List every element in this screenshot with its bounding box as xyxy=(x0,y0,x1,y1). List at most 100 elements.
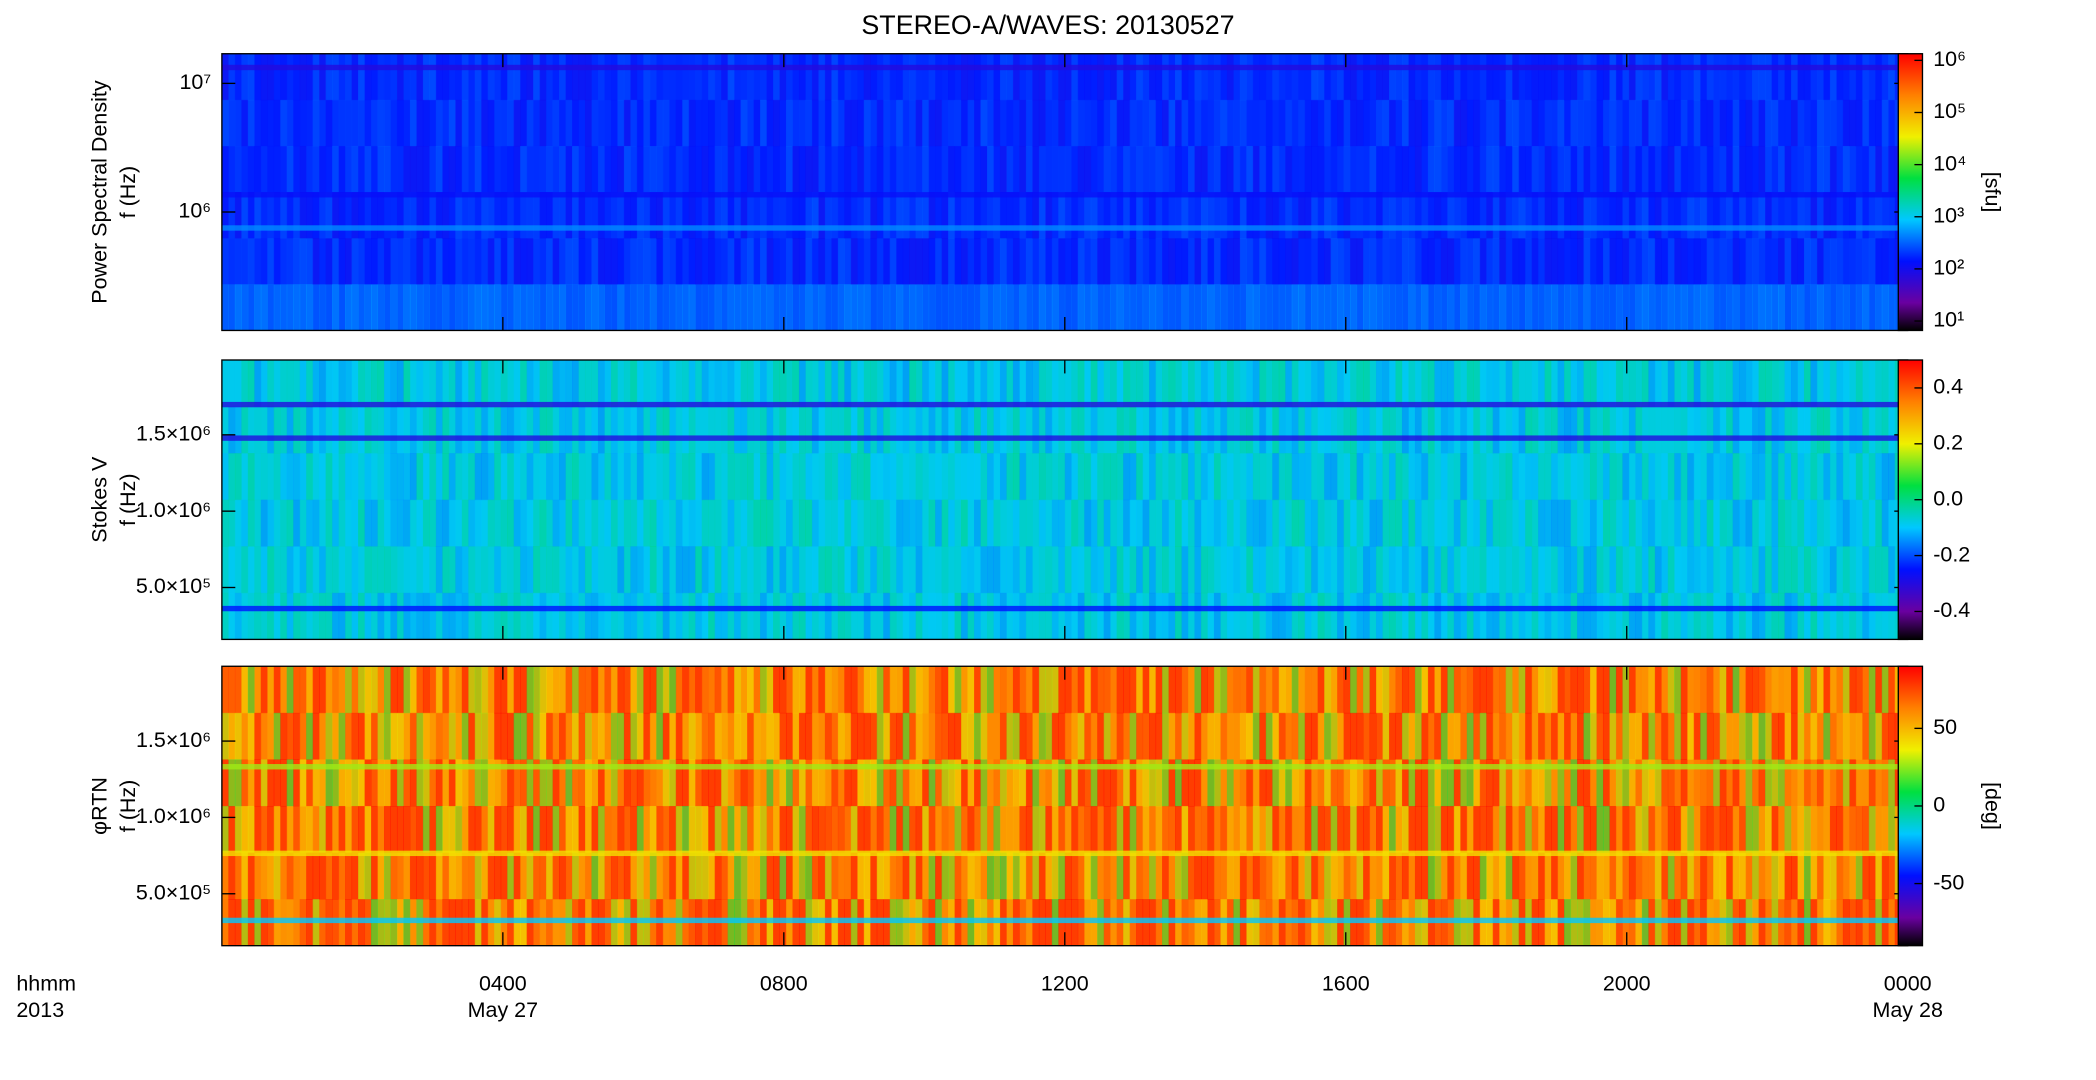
spectrogram-texture xyxy=(351,145,359,193)
spectrogram-texture xyxy=(539,666,547,714)
spectrogram-texture xyxy=(584,759,593,807)
spectrogram-texture xyxy=(636,712,644,760)
spectrogram-texture xyxy=(980,666,988,714)
spectrogram-texture xyxy=(1538,99,1546,147)
spectrogram-texture xyxy=(312,712,320,760)
spectrogram-texture xyxy=(1388,360,1397,408)
spectrogram-texture xyxy=(1408,712,1416,760)
spectrogram-texture xyxy=(273,592,281,640)
spectrogram-texture xyxy=(1006,759,1014,807)
spectrogram-texture xyxy=(714,759,722,807)
spectrogram-texture xyxy=(623,453,631,501)
spectrogram-texture xyxy=(1097,192,1105,239)
spectrogram-texture xyxy=(941,453,949,501)
spectrogram-texture xyxy=(1006,852,1014,900)
spectrogram-texture xyxy=(1512,406,1520,454)
spectrogram-texture xyxy=(572,592,580,640)
spectrogram-texture xyxy=(883,592,891,640)
spectrogram-texture xyxy=(260,53,268,101)
spectrogram-texture xyxy=(896,284,904,331)
spectrogram-texture xyxy=(1641,499,1649,547)
spectrogram-texture xyxy=(701,666,709,714)
spectrogram-texture xyxy=(1888,145,1896,193)
spectrogram-texture xyxy=(636,360,644,408)
spectrogram-texture xyxy=(792,852,800,900)
spectrogram-texture xyxy=(1252,499,1260,547)
spectrogram-texture xyxy=(1836,99,1844,147)
spectrogram-texture xyxy=(1635,53,1643,101)
spectrogram-texture xyxy=(1129,805,1137,854)
spectrogram-texture xyxy=(935,145,943,193)
spectrogram-texture xyxy=(630,666,638,714)
spectrogram-texture xyxy=(1330,546,1338,594)
spectrogram-texture xyxy=(928,805,936,854)
spectrogram-texture xyxy=(1803,145,1811,193)
spectrogram-texture xyxy=(422,666,430,714)
spectrogram-texture xyxy=(1324,360,1332,408)
spectrogram-texture xyxy=(293,145,301,193)
spectrogram-texture xyxy=(1155,238,1163,285)
spectrogram-texture xyxy=(1032,805,1040,854)
spectrogram-texture xyxy=(1492,852,1500,900)
spectrogram-texture xyxy=(1602,453,1610,501)
spectrogram-texture xyxy=(345,192,353,239)
spectrogram-texture xyxy=(1162,99,1170,147)
spectrogram-texture xyxy=(1842,546,1850,594)
spectrogram-texture xyxy=(863,852,871,900)
spectrogram-texture xyxy=(1687,360,1695,408)
spectrogram-texture xyxy=(487,53,495,101)
chart-title: STEREO-A/WAVES: 20130527 xyxy=(861,10,1234,40)
spectrogram-texture xyxy=(520,192,528,239)
spectrogram-texture xyxy=(1641,53,1649,101)
spectrogram-texture xyxy=(1868,145,1876,193)
spectrogram-texture xyxy=(1823,238,1831,285)
spectrogram-texture xyxy=(461,805,469,854)
spectrogram-texture xyxy=(1019,284,1027,331)
spectrogram-texture xyxy=(824,666,832,714)
spectrogram-texture xyxy=(1544,99,1552,147)
spectrogram-texture xyxy=(688,666,696,714)
spectrogram-texture xyxy=(1790,499,1799,547)
spectrogram-texture xyxy=(371,546,379,594)
colorbar-tick-label: 0.0 xyxy=(1933,486,1963,510)
spectrogram-texture xyxy=(1667,805,1675,854)
spectrogram-texture xyxy=(1123,99,1131,147)
spectrogram-texture xyxy=(1363,360,1371,408)
spectrogram-texture xyxy=(734,712,742,760)
spectrogram-texture xyxy=(1194,360,1202,408)
spectrogram-texture xyxy=(824,145,832,193)
spectrogram-texture xyxy=(1064,192,1072,239)
spectrogram-texture xyxy=(688,406,696,454)
spectrogram-texture xyxy=(1700,499,1708,547)
spectrogram-texture xyxy=(1693,360,1701,408)
spectrogram-texture xyxy=(993,712,1001,760)
spectrogram-texture xyxy=(1064,360,1072,408)
spectrogram-texture xyxy=(1285,145,1293,193)
spectrogram-texture xyxy=(1803,99,1811,147)
spectrogram-texture xyxy=(1687,499,1695,547)
spectrogram-texture xyxy=(1855,805,1863,854)
spectrogram-texture xyxy=(798,499,806,547)
spectrogram-texture xyxy=(1836,192,1844,239)
spectrogram-texture xyxy=(1311,805,1319,854)
spectrogram-texture xyxy=(1687,238,1695,285)
spectrogram-texture xyxy=(1395,759,1403,807)
spectrogram-texture xyxy=(1376,238,1384,285)
spectrogram-texture xyxy=(1226,499,1234,547)
spectrogram-texture xyxy=(390,666,398,714)
spectrogram-texture xyxy=(1298,805,1306,854)
spectrogram-texture xyxy=(1084,712,1092,760)
spectrogram-texture xyxy=(1823,453,1831,501)
spectrogram-texture xyxy=(857,666,865,714)
spectrogram-texture xyxy=(1356,546,1364,594)
spectrogram-texture xyxy=(1609,546,1617,594)
spectrogram-texture xyxy=(494,592,502,640)
spectrogram-texture xyxy=(1058,99,1066,147)
spectrogram-texture xyxy=(896,546,904,594)
spectrogram-texture xyxy=(714,192,722,239)
spectrogram-texture xyxy=(1330,284,1338,331)
spectrogram-band xyxy=(221,764,1908,770)
spectrogram-texture xyxy=(1259,99,1267,147)
spectrogram-texture xyxy=(604,284,612,331)
